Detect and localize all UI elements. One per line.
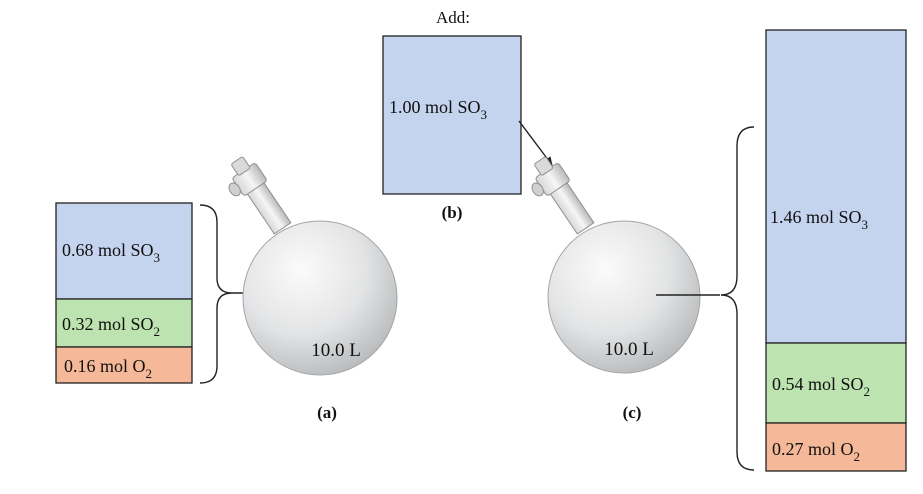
added-so3-box bbox=[382, 35, 522, 195]
so2-box bbox=[765, 342, 907, 424]
o2-box bbox=[765, 422, 907, 472]
panel-c: 10.0 L (c) 1.46 mol SO3 0.54 mol SO2 0.2… bbox=[531, 29, 907, 472]
o2-box bbox=[55, 346, 193, 384]
panel-a: 0.68 mol SO3 0.32 mol SO2 0.16 mol O2 10… bbox=[55, 156, 398, 422]
so2-amount-label: 0.54 mol SO2 bbox=[772, 374, 870, 399]
so3-box bbox=[765, 29, 907, 344]
so3-amount-label: 0.68 mol SO3 bbox=[62, 240, 160, 265]
so2-box bbox=[55, 298, 193, 348]
panel-a-caption: (a) bbox=[317, 403, 337, 422]
bracket bbox=[199, 204, 233, 384]
so3-amount-label: 1.46 mol SO3 bbox=[770, 207, 868, 232]
so2-amount-label: 0.32 mol SO2 bbox=[62, 314, 160, 339]
bracket bbox=[720, 126, 755, 471]
panel-b-caption: (b) bbox=[442, 203, 463, 222]
o2-amount-label: 0.27 mol O2 bbox=[772, 439, 860, 464]
o2-amount-label: 0.16 mol O2 bbox=[64, 356, 152, 381]
add-label: Add: bbox=[436, 8, 470, 27]
flask-volume: 10.0 L bbox=[604, 339, 654, 360]
so3-box bbox=[55, 202, 193, 300]
panel-c-caption: (c) bbox=[623, 403, 642, 422]
flask-volume: 10.0 L bbox=[311, 340, 361, 361]
panel-b: Add: 1.00 mol SO3 (b) bbox=[382, 8, 553, 222]
flask bbox=[531, 156, 701, 374]
flask bbox=[228, 156, 398, 376]
added-so3-label: 1.00 mol SO3 bbox=[389, 97, 487, 122]
